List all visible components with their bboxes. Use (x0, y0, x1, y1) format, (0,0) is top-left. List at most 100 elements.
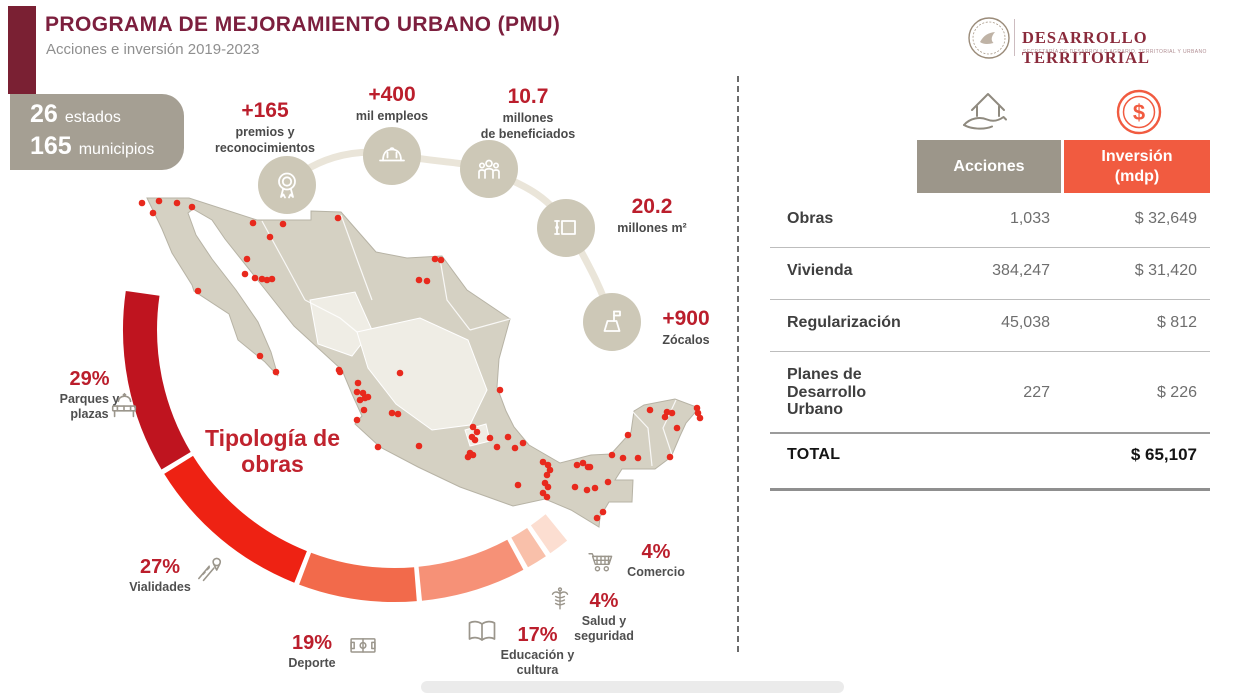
map-marker-dot (493, 443, 501, 451)
donut-title: Tipología de obras (204, 425, 341, 478)
states-label: estados (64, 109, 121, 126)
map-marker-dot (519, 439, 527, 447)
map-marker-dot (173, 199, 181, 207)
table-divider (770, 432, 1210, 434)
page-title: PROGRAMA DE MEJORAMIENTO URBANO (PMU) (45, 13, 561, 36)
map-marker-dot (646, 406, 654, 414)
table-row-label: Regularización (787, 314, 901, 331)
column-header-label: Inversión (mdp) (1101, 147, 1173, 185)
donut-segment (299, 552, 417, 602)
map-marker-dot (661, 413, 669, 421)
map-marker-dot (619, 454, 627, 462)
table-total-value: $ 65,107 (1130, 445, 1197, 464)
map-marker-dot (251, 274, 259, 282)
map-marker-dot (586, 463, 594, 471)
logo-subtext: SECRETARÍA DE DESARROLLO AGRARIO, TERRIT… (1023, 49, 1207, 55)
state-borders (261, 214, 677, 467)
map-marker-dot (579, 459, 587, 467)
segment-label-comercio: 4% Comercio (615, 541, 697, 580)
logo-divider (1014, 19, 1015, 56)
map-marker-dot (374, 443, 382, 451)
stat-value: 10.7 (507, 85, 549, 108)
caduceus-icon (545, 585, 575, 615)
map-marker-dot (334, 214, 342, 222)
segment-pct: 4% (589, 590, 619, 612)
segment-pct: 29% (69, 368, 110, 390)
segment-pct: 19% (291, 632, 333, 654)
map-marker-dot (496, 386, 504, 394)
table-row-label: Vivienda (787, 262, 853, 279)
plaza-flag-icon (583, 293, 641, 351)
column-header-inversion: Inversión (mdp) (1064, 140, 1210, 193)
map-marker-dot (360, 406, 368, 414)
map-marker-dot (511, 444, 519, 452)
sports-field-icon (348, 630, 378, 660)
map-marker-dot (543, 471, 551, 479)
map-marker-dot (608, 451, 616, 459)
park-bench-icon (108, 390, 140, 424)
map-marker-dot (668, 409, 676, 417)
table-divider (770, 488, 1210, 491)
segment-label-educacion: 17% Educación y cultura (495, 624, 580, 678)
stat-label: Zócalos (662, 333, 710, 347)
stat-label: millones de beneficiados (480, 111, 576, 141)
map-marker-dot (539, 489, 547, 497)
table-divider (770, 247, 1210, 248)
stat-beneficiados: 10.7 millones de beneficiados (468, 85, 588, 142)
stat-label: mil empleos (355, 109, 429, 123)
map-marker-dot (694, 409, 702, 417)
table-cell-inversion: $ 31,420 (1134, 262, 1197, 279)
map-marker-dot (272, 368, 280, 376)
map-marker-dot (279, 220, 287, 228)
table-divider (770, 351, 1210, 352)
road-pin-icon (196, 553, 228, 587)
map-marker-dot (359, 389, 367, 397)
segment-label-salud: 4% Salud y seguridad (562, 590, 646, 644)
map-highlight-states (309, 291, 491, 447)
map-marker-dot (415, 442, 423, 450)
stat-value: +165 (241, 99, 289, 122)
map-marker-dot (336, 368, 344, 376)
map-marker-dot (666, 453, 674, 461)
map-marker-dot (388, 409, 396, 417)
stat-label: millones m² (617, 221, 687, 235)
table-cell-inversion: $ 226 (1156, 384, 1197, 401)
donut-segment (418, 539, 524, 601)
map-marker-dot (544, 461, 552, 469)
map-marker-dot (431, 255, 439, 263)
map-marker-dot (663, 408, 671, 416)
map-marker-dot (263, 276, 271, 284)
map-marker-dot (249, 219, 257, 227)
accent-bar (8, 6, 36, 94)
map-marker-dot (469, 451, 477, 459)
column-header-label: Acciones (953, 157, 1025, 175)
stat-value: 20.2 (631, 195, 673, 218)
hand-house-icon (958, 80, 1018, 143)
map-marker-dot (241, 270, 249, 278)
map-marker-dot (188, 203, 196, 211)
map-marker-dot (473, 428, 481, 436)
table-cell-acciones: 45,038 (1001, 314, 1050, 331)
donut-arc-segments (122, 291, 568, 602)
municipalities-value: 165 (30, 132, 72, 160)
segment-name: Deporte (288, 656, 336, 670)
map-marker-dot (353, 416, 361, 424)
segment-pct: 27% (139, 556, 181, 578)
table-total-label: TOTAL (787, 446, 841, 463)
map-marker-dot (634, 454, 642, 462)
svg-text:$: $ (1133, 100, 1145, 125)
map-marker-dot (539, 458, 547, 466)
map-marker-dot (573, 461, 581, 469)
map-marker-dot (364, 393, 372, 401)
map-marker-dot (243, 255, 251, 263)
segment-label-vialidades: 27% Vialidades (115, 556, 205, 595)
donut-segment (511, 528, 546, 568)
map-marker-dot (469, 423, 477, 431)
stat-premios: +165 premios y reconocimientos (205, 99, 325, 156)
map-marker-dot (546, 466, 554, 474)
map-marker-dot (464, 453, 472, 461)
map-marker-dot (696, 414, 704, 422)
table-cell-inversion: $ 32,649 (1134, 210, 1197, 227)
map-marker-dot (149, 209, 157, 217)
